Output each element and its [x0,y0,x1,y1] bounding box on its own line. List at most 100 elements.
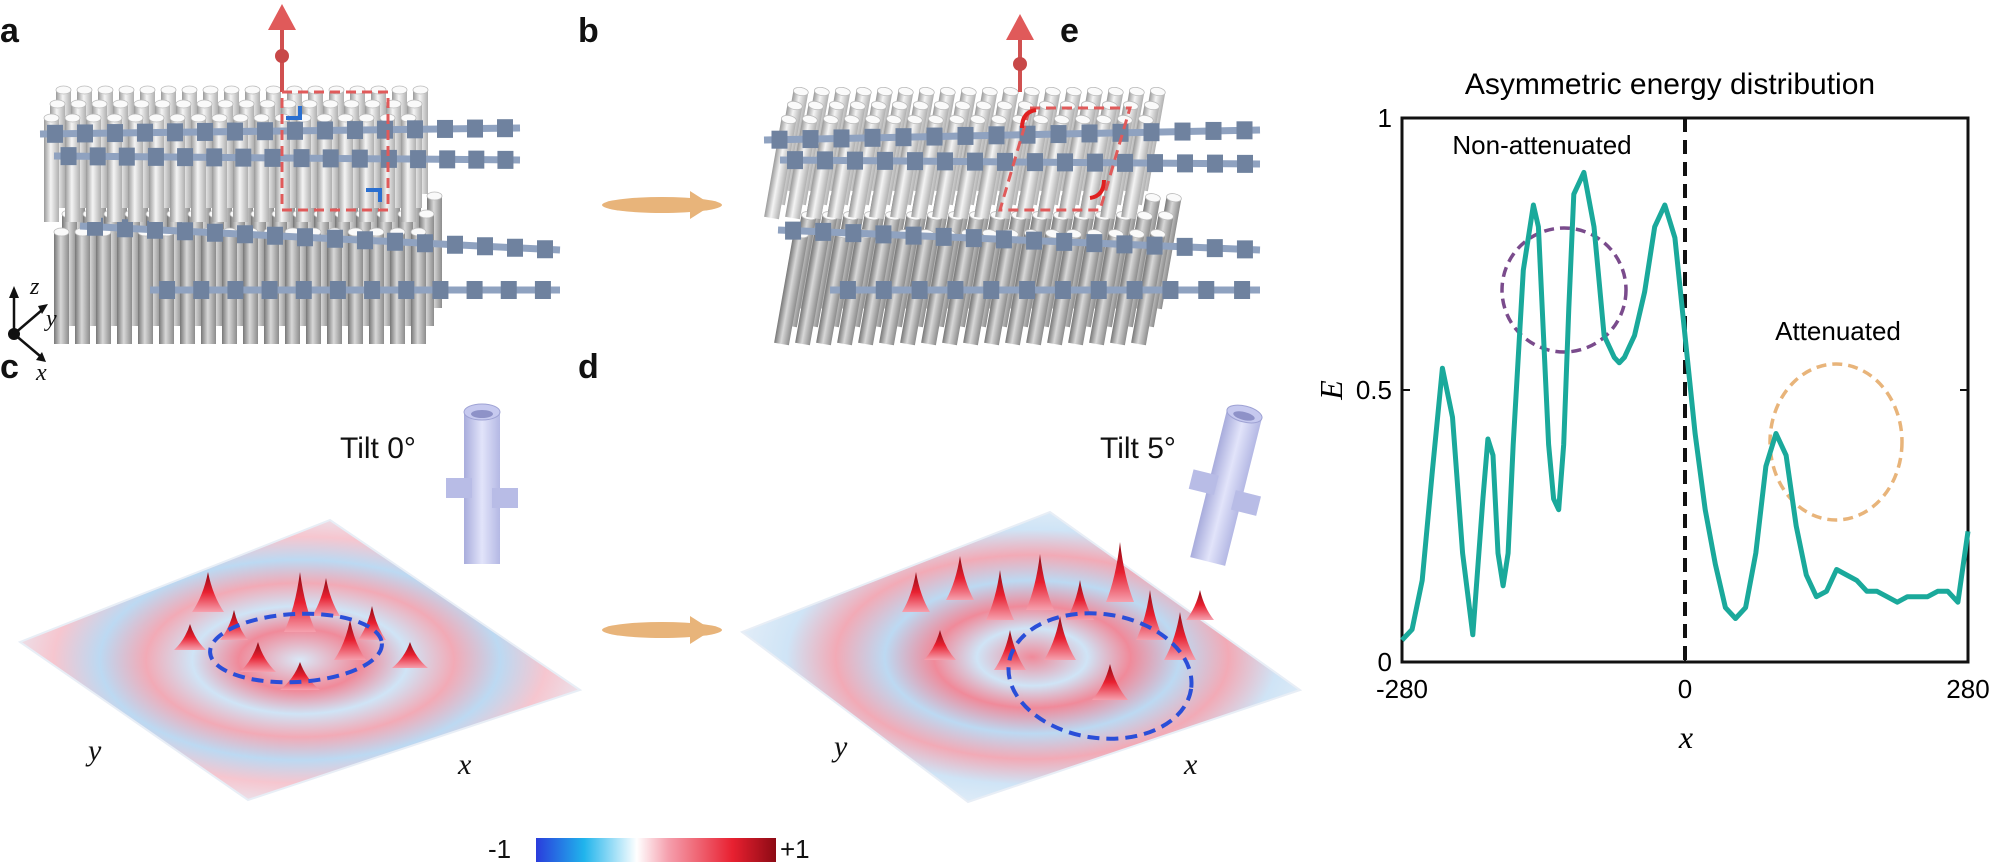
connector-clip [926,127,943,146]
panel-c-ylabel: y [88,734,102,767]
pillar [148,113,165,222]
connector-clip [845,224,862,243]
connector-clip [785,221,802,240]
connector-clip [864,128,881,147]
connector-clip [439,150,456,169]
pillar [316,113,333,222]
connector-clip [1081,124,1098,143]
connector-clip [380,149,397,168]
connector-clip [437,119,453,138]
field-peak [1066,580,1094,620]
connector-clip [407,120,423,139]
connector-clip [167,123,183,142]
flow-arrow-icon-bottom [602,616,722,644]
field-peak [1092,664,1128,700]
x-tick-label: -280 [1376,674,1428,704]
connector-clip [875,281,892,299]
panel-c-field-surface [17,518,583,802]
pillar [827,114,860,220]
pillar [253,113,270,222]
dashed-circle-c [208,611,384,685]
connector-clip [387,232,403,251]
connector-clip [297,228,313,247]
connector-clip [237,225,253,244]
field-peak [1186,590,1214,620]
field-peak [284,572,316,632]
connector-clip [957,126,974,145]
tilt-5-pillar-icon [1188,404,1263,566]
connector-clip [1234,281,1251,299]
connector-clip [1026,231,1043,250]
connector-clip [1116,235,1133,254]
connector-clip [60,147,77,166]
field-peak [1026,554,1054,610]
y-tick-label: 0.5 [1356,375,1392,405]
y-tick-label: 1 [1378,103,1392,133]
connector-clip [1147,154,1163,173]
pillar [890,114,923,220]
connector-clip [1027,153,1043,172]
connector-clip [537,240,553,259]
connector-clip [1236,121,1253,140]
field-peak [1044,616,1076,660]
panel-d-ylabel: y [834,730,848,763]
non-attenuated-circle [1500,226,1628,354]
pillar [74,227,91,344]
connector-clip [815,222,832,241]
connector-clip [287,121,303,140]
connector-clip [497,119,513,138]
connector-clip [875,225,892,244]
field-peak [1164,612,1196,660]
connector-clip [1236,240,1253,259]
field-peak [902,572,930,612]
connector-clip [1054,281,1071,299]
field-peak [1106,542,1134,602]
connector-clip [227,281,244,299]
connector-clip [322,149,339,168]
pillar [106,113,123,222]
connector-clip [988,126,1005,145]
connector-clip [1174,122,1191,141]
connector-clip [117,219,133,238]
panel-label-a: a [0,12,19,50]
connector-clip [967,152,983,171]
panel-label-e: e [1060,12,1079,50]
connector-clip [207,223,223,242]
field-peak [192,572,224,612]
connector-clip [507,238,523,257]
pillar [127,113,144,222]
connector-clip [317,121,333,140]
field-peak [240,642,276,672]
field-peak [312,578,340,616]
tilt-label-c: Tilt 0° [340,432,416,465]
pillar [764,114,797,220]
panel-d-xlabel: x [1184,748,1198,781]
connector-clip [1177,154,1193,173]
chart-title: Asymmetric energy distribution [1465,68,1875,101]
pillar [169,113,186,222]
colorbar-min-label: -1 [488,834,512,864]
connector-clip [177,222,193,241]
connector-clip [1176,237,1193,256]
connector-clip [227,122,243,141]
connector-clip [432,281,449,299]
triad-y-label: y [46,306,57,332]
connector-clip [118,147,135,166]
panel-a-metamaterial [39,4,561,344]
connector-clip [347,121,363,140]
field-peak [334,620,366,660]
field-peak [392,642,428,668]
connector-clip [1146,236,1163,255]
connector-clip [293,149,310,168]
unit-cell-box-a [280,90,390,212]
pillar [400,113,417,222]
flow-arrow-icon-top [602,191,722,219]
field-peak [994,630,1026,670]
field-peak [946,556,974,600]
connector-clip [206,148,223,167]
triad-x-label: x [36,360,47,386]
connector-clip [1086,234,1103,253]
energy-curve [1400,169,1971,642]
panel-c-xlabel: x [458,748,472,781]
panel-d-field-surface [739,510,1303,804]
